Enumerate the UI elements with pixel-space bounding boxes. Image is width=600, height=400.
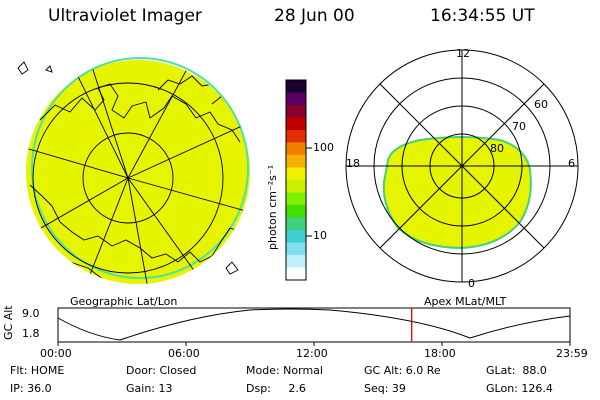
status-seq: Seq: 39 xyxy=(364,382,406,395)
colorbar-segment xyxy=(286,117,306,131)
colorbar-segment xyxy=(286,255,306,268)
ring-label-70: 70 xyxy=(512,120,526,133)
status-mode: Mode: Normal xyxy=(246,364,323,377)
xtick-1200: 12:00 xyxy=(296,347,328,360)
gc-alt-frame xyxy=(57,307,571,343)
colorbar-segment xyxy=(286,155,306,168)
status-glon: GLon: 126.4 xyxy=(486,382,553,395)
polar-label-12: 12 xyxy=(456,47,470,60)
colorbar-frame xyxy=(285,79,307,281)
date-label: 28 Jun 00 xyxy=(274,6,355,26)
status-door: Door: Closed xyxy=(126,364,197,377)
colorbar-segment xyxy=(286,267,306,281)
apex-label: Apex MLat/MLT xyxy=(424,295,507,308)
colorbar-unit-label: photon cm⁻²s⁻¹ xyxy=(266,164,279,250)
colorbar-segment xyxy=(286,192,306,206)
xtick-0000: 00:00 xyxy=(40,347,72,360)
colorbar-segment xyxy=(286,80,306,93)
lat-circle-outer xyxy=(32,82,224,274)
coastline-north xyxy=(39,83,241,143)
colorbar-segment xyxy=(286,242,306,256)
colorbar-segment xyxy=(286,230,306,243)
colorbar-segment xyxy=(286,217,306,231)
colorbar-segment xyxy=(286,167,306,181)
colorbar-tick-10: 10 xyxy=(313,229,327,242)
gc-alt-plot xyxy=(57,307,571,346)
gc-alt-axis-label: GC Alt xyxy=(2,305,15,340)
colorbar-tick-100: 100 xyxy=(313,141,334,154)
colorbar-segment xyxy=(286,180,306,193)
gc-alt-ymin: 1.8 xyxy=(22,327,40,340)
coastline-south xyxy=(29,184,243,263)
colorbar-segment xyxy=(286,205,306,218)
colorbar-segment xyxy=(286,130,306,143)
status-gain: Gain: 13 xyxy=(126,382,173,395)
polar-label-0: 0 xyxy=(468,277,475,290)
colorbar-segment xyxy=(286,105,306,118)
polar-label-18: 18 xyxy=(346,157,360,170)
polar-plot xyxy=(345,49,579,283)
xtick-2359: 23:59 xyxy=(556,347,588,360)
ring-label-80: 80 xyxy=(490,142,504,155)
app-title: Ultraviolet Imager xyxy=(48,6,202,26)
status-flt: Flt: HOME xyxy=(10,364,65,377)
xtick-1800: 18:00 xyxy=(424,347,456,360)
status-gcalt: GC Alt: 6.0 Re xyxy=(364,364,441,377)
gc-alt-curve xyxy=(57,308,571,341)
polar-label-6: 6 xyxy=(568,157,575,170)
time-label: 16:34:55 UT xyxy=(430,6,535,26)
geographic-label: Geographic Lat/Lon xyxy=(70,295,178,308)
aurora-blob xyxy=(382,136,532,250)
xtick-0600: 06:00 xyxy=(168,347,200,360)
aurora-disk-geo xyxy=(26,60,250,284)
lat-circle-inner xyxy=(82,132,174,224)
status-dsp: Dsp: 2.6 xyxy=(246,382,306,395)
colorbar xyxy=(285,79,312,281)
gc-alt-ymax: 9.0 xyxy=(22,307,40,320)
status-glat: GLat: 88.0 xyxy=(486,364,547,377)
colorbar-segment xyxy=(286,92,306,106)
status-ip: IP: 36.0 xyxy=(10,382,52,395)
geographic-image xyxy=(17,57,250,284)
colorbar-segment xyxy=(286,142,306,156)
ring-label-60: 60 xyxy=(534,98,548,111)
